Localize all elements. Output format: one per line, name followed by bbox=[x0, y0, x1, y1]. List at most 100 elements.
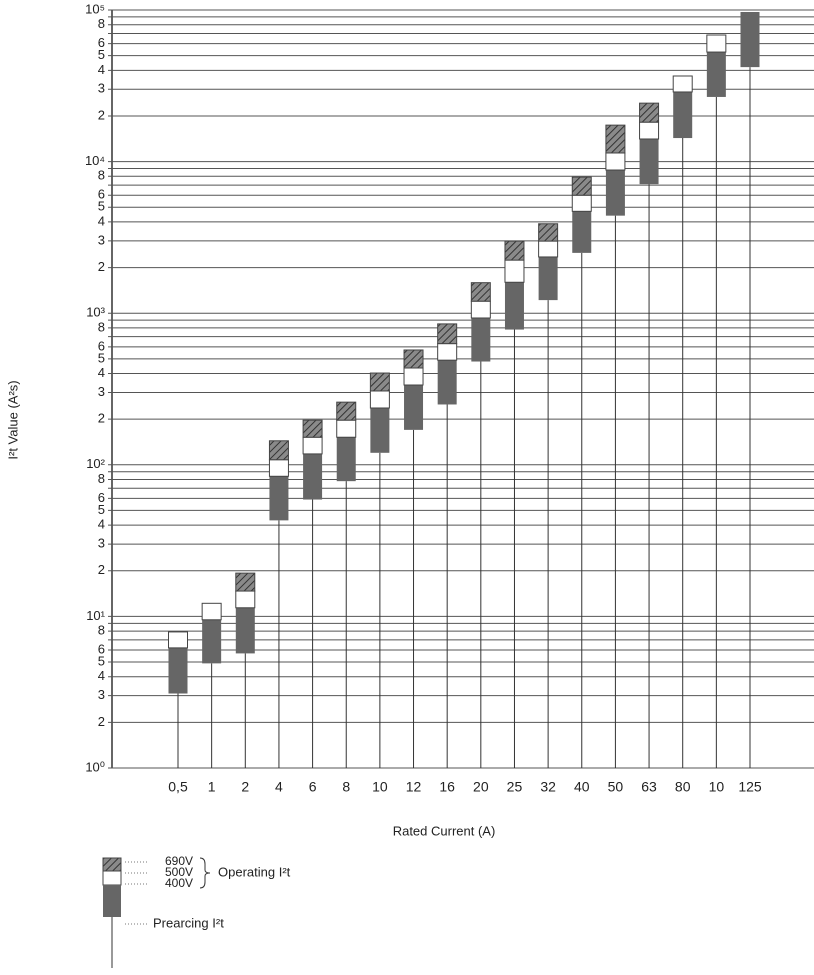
y-axis-label: I²t Value (A²s) bbox=[5, 380, 20, 459]
x-tick-label: 0,5 bbox=[168, 779, 188, 795]
bar-500v bbox=[168, 631, 188, 649]
bar-500v bbox=[336, 419, 357, 438]
bar-400v bbox=[404, 385, 424, 430]
bar-500v bbox=[571, 194, 592, 212]
bar-400v bbox=[168, 647, 188, 694]
x-tick-label: 63 bbox=[641, 779, 657, 795]
y-tick-label: 6 bbox=[98, 35, 105, 50]
bar-400v bbox=[437, 360, 457, 405]
y-tick-label: 8 bbox=[98, 471, 105, 486]
bar-400v bbox=[605, 170, 625, 216]
bar-690v bbox=[504, 240, 525, 261]
x-tick-label: 32 bbox=[540, 779, 556, 795]
x-tick-label: 25 bbox=[507, 779, 523, 795]
y-tick-label: 10² bbox=[86, 456, 105, 471]
bar-690v bbox=[437, 323, 458, 345]
y-tick-label: 10⁵ bbox=[85, 1, 105, 16]
y-tick-label: 2 bbox=[98, 714, 105, 729]
bar-400v bbox=[202, 619, 222, 664]
bar-400v bbox=[538, 256, 558, 301]
x-tick-label: 50 bbox=[608, 779, 624, 795]
y-tick-label: 2 bbox=[98, 411, 105, 426]
bar-690v bbox=[470, 282, 491, 302]
bar-690v bbox=[571, 176, 592, 196]
legend-label: Operating I²t bbox=[218, 864, 291, 879]
x-tick-label: 4 bbox=[275, 779, 283, 795]
y-tick-label: 2 bbox=[98, 259, 105, 274]
y-tick-label: 10³ bbox=[86, 305, 105, 320]
x-tick-label: 2 bbox=[241, 779, 249, 795]
bar-400v bbox=[303, 453, 323, 500]
bar-500v bbox=[639, 121, 660, 140]
y-tick-label: 3 bbox=[98, 384, 105, 399]
y-tick-label: 8 bbox=[98, 623, 105, 638]
bar-690v bbox=[336, 401, 357, 421]
legend-label: 400V bbox=[165, 876, 193, 890]
y-tick-label: 5 bbox=[98, 653, 105, 668]
x-tick-label: 20 bbox=[473, 779, 489, 795]
bar-690v bbox=[403, 349, 424, 369]
y-tick-label: 5 bbox=[98, 199, 105, 214]
bar-690v bbox=[268, 440, 289, 461]
y-tick-label: 4 bbox=[98, 365, 105, 380]
bar-690v bbox=[369, 372, 390, 392]
bar-500v bbox=[538, 240, 559, 258]
bar-500v bbox=[201, 602, 222, 621]
y-tick-label: 8 bbox=[98, 168, 105, 183]
y-tick-label: 6 bbox=[98, 338, 105, 353]
legend-swatch bbox=[102, 870, 122, 886]
bar-400v bbox=[336, 437, 356, 482]
bar-690v bbox=[538, 223, 559, 242]
bar-690v bbox=[639, 102, 660, 123]
bar-400v bbox=[673, 91, 693, 139]
bar-400v bbox=[269, 476, 289, 521]
bar-500v bbox=[403, 367, 424, 386]
y-tick-label: 3 bbox=[98, 687, 105, 702]
x-tick-label: 16 bbox=[439, 779, 455, 795]
bar-400v bbox=[235, 607, 255, 654]
y-tick-label: 6 bbox=[98, 490, 105, 505]
x-tick-label: 1 bbox=[208, 779, 216, 795]
bar-400v bbox=[572, 211, 592, 253]
x-axis-label: Rated Current (A) bbox=[393, 823, 496, 838]
x-tick-label: 40 bbox=[574, 779, 590, 795]
x-tick-label: 10 bbox=[709, 779, 725, 795]
y-tick-label: 2 bbox=[98, 562, 105, 577]
x-tick-label: 6 bbox=[309, 779, 317, 795]
x-tick-label: 125 bbox=[738, 779, 762, 795]
bar-400v bbox=[504, 282, 524, 330]
bar-400v bbox=[706, 52, 726, 97]
bar-500v bbox=[369, 390, 390, 409]
y-tick-label: 10⁰ bbox=[85, 759, 105, 774]
x-tick-label: 80 bbox=[675, 779, 691, 795]
y-tick-label: 3 bbox=[98, 536, 105, 551]
x-tick-label: 8 bbox=[342, 779, 350, 795]
bar-400v bbox=[471, 317, 491, 362]
x-tick-label: 10 bbox=[372, 779, 388, 795]
x-tick-label: 12 bbox=[406, 779, 422, 795]
y-tick-label: 8 bbox=[98, 16, 105, 31]
bar-690v bbox=[235, 572, 256, 592]
y-tick-label: 5 bbox=[98, 47, 105, 62]
bar-690v bbox=[302, 419, 323, 438]
y-tick-label: 8 bbox=[98, 319, 105, 334]
legend-label: 500V bbox=[165, 865, 193, 879]
bar-500v bbox=[268, 459, 289, 477]
y-tick-label: 5 bbox=[98, 502, 105, 517]
y-tick-label: 10¹ bbox=[86, 608, 105, 623]
y-tick-label: 4 bbox=[98, 668, 105, 683]
legend-label: Prearcing I²t bbox=[153, 915, 224, 930]
bar-400v bbox=[639, 138, 659, 185]
bar-500v bbox=[470, 300, 491, 319]
y-tick-label: 4 bbox=[98, 62, 105, 77]
legend-brace bbox=[199, 857, 211, 889]
y-tick-label: 3 bbox=[98, 232, 105, 247]
bar-500v bbox=[605, 152, 626, 171]
y-tick-label: 4 bbox=[98, 213, 105, 228]
y-tick-label: 5 bbox=[98, 350, 105, 365]
legend-swatch bbox=[102, 857, 122, 872]
y-tick-label: 10⁴ bbox=[85, 153, 105, 168]
bar-500v bbox=[672, 75, 693, 93]
bar-400v bbox=[370, 407, 390, 453]
